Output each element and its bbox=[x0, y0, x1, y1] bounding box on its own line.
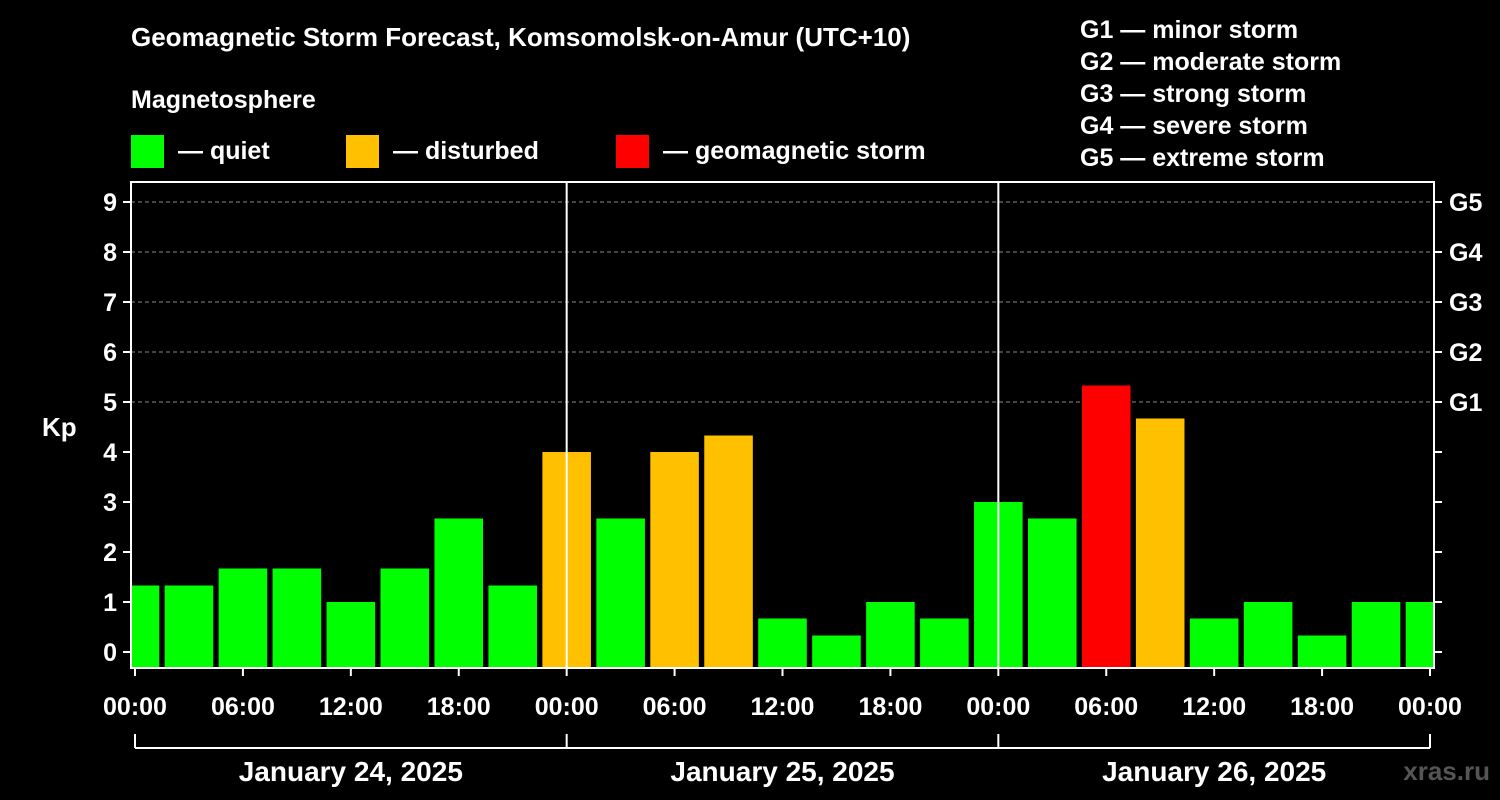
bar-4 bbox=[326, 602, 376, 668]
bar-0 bbox=[131, 585, 160, 668]
bar-15 bbox=[920, 618, 969, 668]
y-tick-label-1: 1 bbox=[103, 589, 117, 617]
bar-5 bbox=[380, 568, 430, 668]
bar-24 bbox=[1405, 602, 1434, 668]
y-tick-label-6: 6 bbox=[103, 339, 117, 367]
date-label-2: January 26, 2025 bbox=[1102, 756, 1326, 787]
bar-19 bbox=[1135, 418, 1185, 668]
date-label-0: January 24, 2025 bbox=[239, 756, 463, 787]
bar-22 bbox=[1297, 635, 1347, 668]
bar-21 bbox=[1243, 602, 1293, 668]
x-tick-label-6: 12:00 bbox=[751, 693, 815, 721]
watermark: xras.ru bbox=[1403, 756, 1490, 786]
x-tick-label-0: 00:00 bbox=[103, 693, 167, 721]
y-tick-label-7: 7 bbox=[103, 289, 117, 317]
legend-item-disturbed: — disturbed bbox=[346, 134, 539, 168]
bar-13 bbox=[812, 635, 861, 668]
g-level-g2: G2 — moderate storm bbox=[1080, 48, 1342, 76]
bar-11 bbox=[704, 435, 753, 668]
bar-2 bbox=[218, 568, 268, 668]
bar-9 bbox=[596, 518, 645, 668]
x-tick-label-11: 18:00 bbox=[1290, 693, 1354, 721]
y-axis-label: Kp bbox=[42, 412, 77, 442]
g-level-g5: G5 — extreme storm bbox=[1080, 144, 1325, 172]
x-tick-label-2: 12:00 bbox=[319, 693, 383, 721]
y-tick-label-9: 9 bbox=[103, 189, 117, 217]
g-level-g3: G3 — strong storm bbox=[1080, 80, 1307, 108]
bar-6 bbox=[434, 518, 484, 668]
right-axis-label-g5: G5 bbox=[1449, 189, 1482, 217]
bar-23 bbox=[1351, 602, 1401, 668]
legend-item-storm: — geomagnetic storm bbox=[616, 134, 926, 168]
x-tick-label-4: 00:00 bbox=[535, 693, 599, 721]
bar-3 bbox=[272, 568, 322, 668]
legend-heading: Magnetosphere bbox=[131, 86, 316, 114]
bars-group bbox=[131, 385, 1434, 668]
bar-20 bbox=[1189, 618, 1239, 668]
y-tick-label-0: 0 bbox=[103, 639, 117, 667]
x-tick-label-5: 06:00 bbox=[643, 693, 707, 721]
g-level-legend: G1 — minor storm G2 — moderate storm G3 … bbox=[1080, 14, 1341, 174]
bar-10 bbox=[650, 452, 699, 668]
legend-swatch-storm bbox=[616, 134, 649, 168]
right-axis-label-g4: G4 bbox=[1449, 239, 1482, 267]
bar-12 bbox=[758, 618, 807, 668]
g-level-g4: G4 — severe storm bbox=[1080, 112, 1308, 140]
x-tick-label-8: 00:00 bbox=[966, 693, 1030, 721]
y-tick-label-2: 2 bbox=[103, 539, 117, 567]
date-label-1: January 25, 2025 bbox=[670, 756, 894, 787]
g-level-g1: G1 — minor storm bbox=[1080, 16, 1299, 44]
legend-swatch-quiet bbox=[131, 134, 164, 168]
y-tick-label-3: 3 bbox=[103, 489, 117, 517]
y-tick-label-5: 5 bbox=[103, 389, 117, 417]
right-axis-label-g1: G1 bbox=[1449, 389, 1482, 417]
legend-label-storm: — geomagnetic storm bbox=[663, 136, 926, 165]
bar-1 bbox=[164, 585, 214, 668]
x-tick-label-3: 18:00 bbox=[427, 693, 491, 721]
bar-7 bbox=[488, 585, 537, 668]
plot-frame bbox=[130, 181, 1435, 669]
bar-17 bbox=[1028, 518, 1077, 668]
x-tick-label-10: 12:00 bbox=[1182, 693, 1246, 721]
x-tick-label-7: 18:00 bbox=[858, 693, 922, 721]
x-tick-label-9: 06:00 bbox=[1074, 693, 1138, 721]
right-axis-label-g3: G3 bbox=[1449, 289, 1482, 317]
y-tick-label-8: 8 bbox=[103, 239, 117, 267]
y-tick-label-4: 4 bbox=[103, 439, 117, 467]
bar-18 bbox=[1081, 385, 1131, 668]
legend-swatch-disturbed bbox=[346, 134, 379, 168]
legend-label-disturbed: — disturbed bbox=[393, 136, 539, 165]
chart-title: Geomagnetic Storm Forecast, Komsomolsk-o… bbox=[131, 22, 911, 52]
legend-item-quiet: — quiet bbox=[131, 134, 270, 168]
right-axis-label-g2: G2 bbox=[1449, 339, 1482, 367]
legend-label-quiet: — quiet bbox=[178, 136, 270, 165]
bar-14 bbox=[866, 602, 915, 668]
x-tick-label-12: 00:00 bbox=[1398, 693, 1462, 721]
x-tick-label-1: 06:00 bbox=[211, 693, 275, 721]
